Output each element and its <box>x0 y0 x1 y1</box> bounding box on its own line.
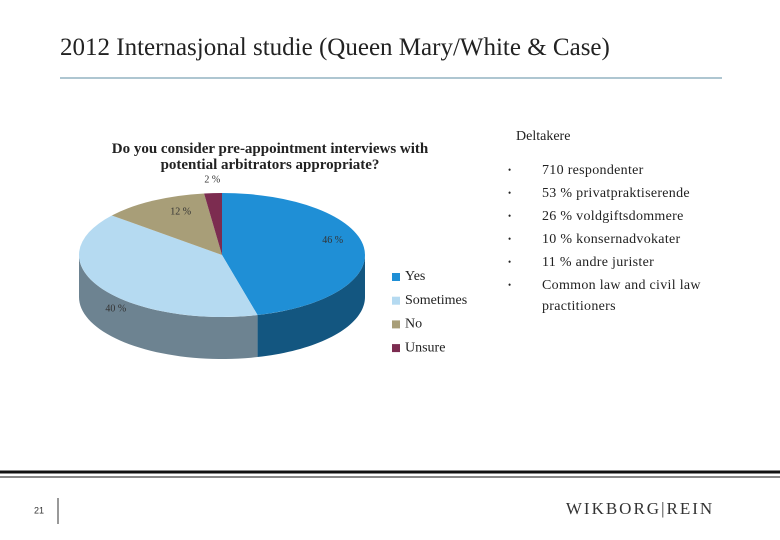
legend-label: Unsure <box>405 340 445 355</box>
legend-swatch <box>392 320 400 329</box>
bullet-item: • 11 % andre jurister <box>508 252 708 273</box>
data-label: 2 % <box>204 174 220 185</box>
heading: Deltakere <box>516 129 571 144</box>
bullet-item: • 53 % privatpraktiserende <box>508 183 708 204</box>
bullet-text: 53 % privatpraktiserende <box>542 186 690 201</box>
bullet-item: • Common law and civil law practitioners <box>508 275 708 317</box>
data-label: 12 % <box>170 207 191 218</box>
pie-slice-side <box>79 255 258 359</box>
pie-slice <box>79 215 258 317</box>
data-label: 40 % <box>105 304 126 315</box>
chart-title: Do you consider pre-appointment intervie… <box>111 141 429 173</box>
bullet-dot: • <box>508 280 512 290</box>
bullet-item: • 26 % voldgiftsdommere <box>508 206 708 227</box>
pie-slice <box>222 193 365 316</box>
bullet-dot: • <box>508 165 512 175</box>
legend-label: Sometimes <box>405 293 467 308</box>
page-number: 21 <box>34 505 44 515</box>
bullet-text: Common law and civil law practitioners <box>542 278 701 314</box>
bullet-item: • 710 respondenter <box>508 160 708 181</box>
logo: WIKBORG|REIN <box>566 499 714 518</box>
bullet-dot: • <box>508 188 512 198</box>
bullet-item: • 10 % konsernadvokater <box>508 229 708 250</box>
bullet-dot: • <box>508 257 512 267</box>
legend-swatch <box>392 344 400 353</box>
bullet-text: 26 % voldgiftsdommere <box>542 209 684 224</box>
pie-slice-side <box>257 255 365 358</box>
pie-slice <box>111 193 222 255</box>
bullet-dot: • <box>508 234 512 244</box>
legend-label: No <box>405 317 422 332</box>
data-label: 46 % <box>322 235 343 246</box>
bullet-dot: • <box>508 211 512 221</box>
bullet-text: 710 respondenter <box>542 163 644 178</box>
bullet-text: 11 % andre jurister <box>542 255 655 270</box>
bullet-list: • 710 respondenter • 53 % privatpraktiseren… <box>508 160 708 319</box>
legend-swatch <box>392 296 400 305</box>
pie-slice <box>204 193 222 255</box>
slide-title: 2012 Internasjonal studie (Queen Mary/Wh… <box>60 34 610 61</box>
legend-label: Yes <box>405 269 425 284</box>
legend-swatch <box>392 273 400 281</box>
bullet-text: 10 % konsernadvokater <box>542 232 681 247</box>
